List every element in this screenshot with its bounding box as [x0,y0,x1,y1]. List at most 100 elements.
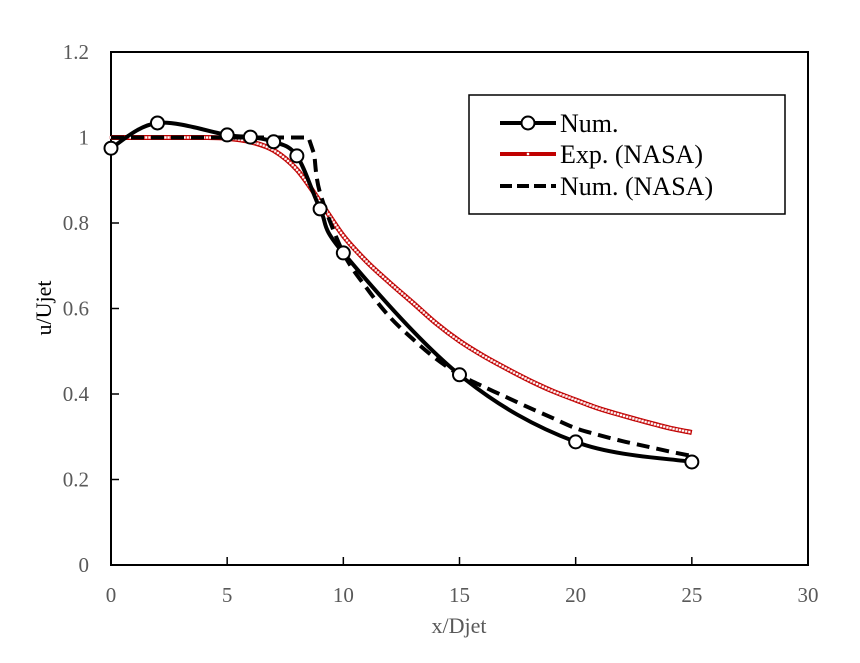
data-point-exp-nasa [284,157,287,161]
data-point-exp-nasa [650,422,654,425]
data-point-exp-nasa [301,175,305,179]
data-point-exp-nasa [580,400,583,404]
data-point-exp-nasa [638,418,641,422]
data-point-exp-nasa [553,390,556,394]
data-point-exp-nasa [167,136,171,139]
x-tick-label: 30 [798,583,819,607]
data-point-exp-nasa [662,425,666,429]
data-point-exp-nasa [487,357,491,361]
data-point-exp-nasa [653,422,657,426]
data-point-exp-nasa [492,360,496,364]
data-point-exp-nasa [343,236,347,240]
data-point-exp-nasa [454,337,458,341]
data-point-exp-nasa [678,428,682,432]
x-axis-title: x/Djet [432,613,487,638]
data-point-exp-nasa [656,423,660,427]
data-point-exp-nasa [490,359,493,362]
data-point-exp-nasa [379,273,382,277]
data-point-exp-nasa [386,279,390,283]
data-point-exp-nasa [391,283,394,287]
x-tick-label: 15 [449,583,470,607]
data-point-exp-nasa [345,238,349,242]
data-point-exp-nasa [286,159,290,163]
series-exp-nasa [109,134,693,435]
data-point-num [289,148,305,164]
data-point-exp-nasa [470,347,474,351]
data-point-exp-nasa [408,298,411,302]
data-point-exp-nasa [432,319,435,323]
legend-marker-num [520,115,536,131]
data-point-exp-nasa [412,302,416,306]
data-point-exp-nasa [610,411,614,414]
data-point-exp-nasa [619,413,623,417]
data-point-exp-nasa [335,226,339,229]
data-point-exp-nasa [460,340,463,344]
data-point-exp-nasa [295,168,299,172]
data-point-exp-nasa [479,352,482,356]
data-point-exp-nasa [400,292,404,296]
data-point-exp-nasa [529,379,533,383]
data-point-exp-nasa [526,378,530,382]
y-tick-label: 0.4 [63,382,90,406]
data-point-exp-nasa [424,313,428,317]
data-point-exp-nasa [535,382,539,386]
data-point-exp-nasa [163,136,167,139]
y-axis-title: u/Ujet [31,281,56,336]
series-num [103,115,700,470]
y-tick-label: 1 [79,126,90,150]
data-point-exp-nasa [635,417,638,421]
data-point-exp-nasa [589,404,592,407]
data-point-exp-nasa [601,408,604,412]
data-point-exp-nasa [547,387,551,391]
data-point-exp-nasa [339,231,343,235]
data-point-exp-nasa [415,304,419,308]
data-point-exp-nasa [293,166,297,169]
data-point-exp-nasa [341,233,345,237]
legend: Num. Exp. (NASA) Num. (NASA) [468,94,786,215]
data-point-exp-nasa [476,351,480,354]
legend-label-num: Num. [560,109,619,138]
data-point-exp-nasa [422,311,426,315]
data-point-exp-nasa [427,315,430,319]
data-point-exp-nasa [439,325,443,329]
data-point-exp-nasa [332,220,336,224]
data-point-exp-nasa [577,399,580,403]
data-point-num [219,127,235,143]
data-point-exp-nasa [358,253,362,256]
data-point-exp-nasa [262,144,266,148]
data-point-num [335,245,351,261]
data-point-exp-nasa [524,377,527,380]
data-point-exp-nasa [434,321,438,325]
data-point-exp-nasa [297,170,301,174]
series-layer [103,115,700,470]
data-point-exp-nasa [507,368,510,372]
y-tick-label: 1.2 [63,40,89,64]
legend-item-num: Num. [500,109,619,138]
data-point-exp-nasa [512,371,516,375]
data-point-exp-nasa [521,375,525,379]
data-point-exp-nasa [604,409,608,413]
data-point-exp-nasa [592,405,595,409]
data-point-exp-nasa [684,429,688,433]
data-point-exp-nasa [299,173,303,177]
data-point-exp-nasa [672,427,676,431]
data-point-exp-nasa [625,415,629,419]
data-point-exp-nasa [288,161,292,165]
data-point-exp-nasa [622,414,626,418]
data-point-exp-nasa [498,363,502,367]
data-point-num [568,434,584,450]
data-point-exp-nasa [291,163,295,167]
data-point-exp-nasa [559,392,562,396]
data-point-exp-nasa [457,339,461,342]
legend-item-num-nasa: Num. (NASA) [500,172,713,201]
data-point-exp-nasa [334,223,337,227]
data-point-exp-nasa [429,317,433,321]
series-num-nasa [111,135,693,458]
data-point-exp-nasa [351,246,355,249]
data-point-exp-nasa [276,151,280,155]
data-point-exp-nasa [403,294,407,298]
data-point-exp-nasa [259,143,263,147]
data-point-exp-nasa [598,407,601,411]
data-point-exp-nasa [659,424,663,428]
